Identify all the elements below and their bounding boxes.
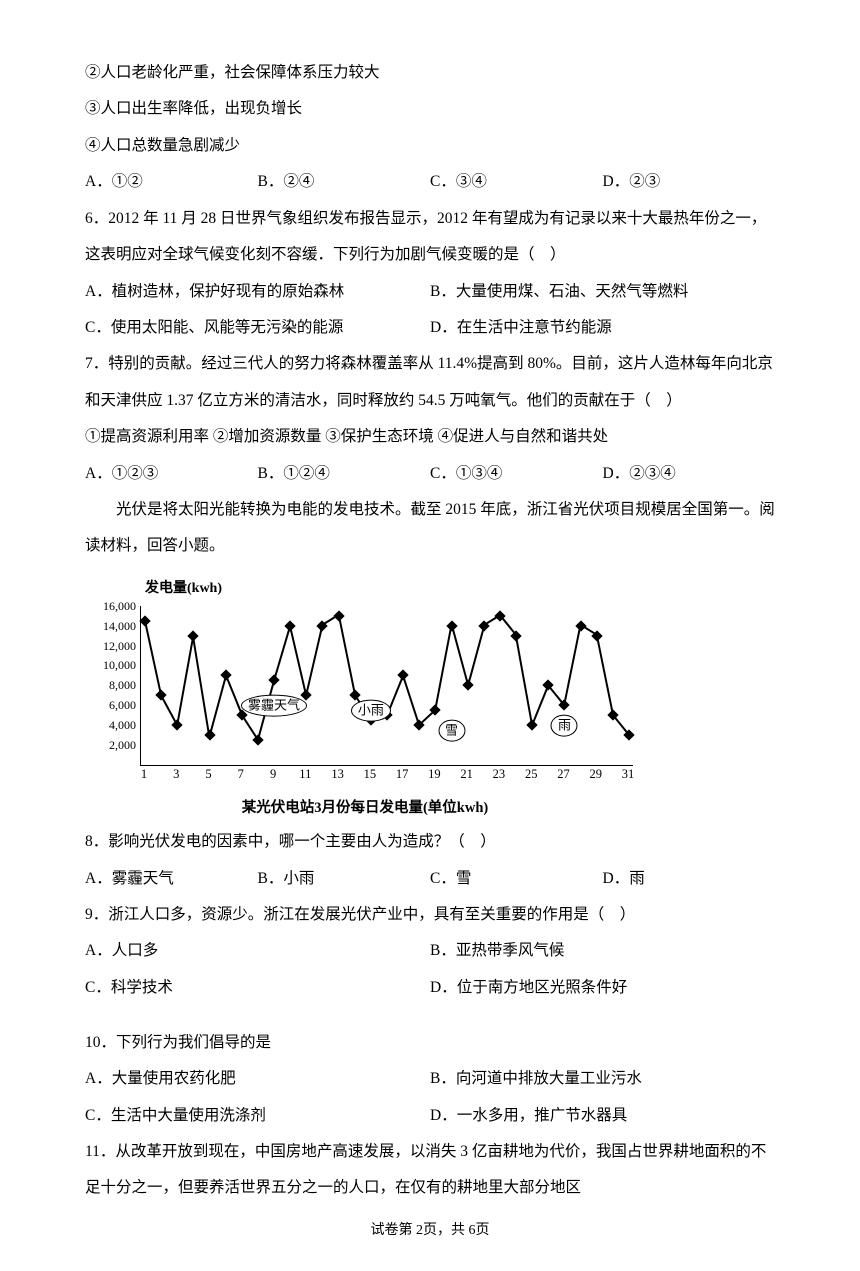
option-c[interactable]: C．③④ xyxy=(430,164,603,200)
passage-text: 光伏是将太阳光能转换为电能的发电技术。截至 2015 年底，浙江省光伏项目规模居… xyxy=(85,492,775,565)
chart-xtick: 23 xyxy=(493,768,506,781)
options-row: A．①②③ B．①②④ C．①③④ D．②③④ xyxy=(85,456,775,492)
option-a[interactable]: A．①② xyxy=(85,164,258,200)
chart-point xyxy=(527,719,538,730)
chart-annotation: 小雨 xyxy=(351,700,391,722)
chart-point xyxy=(462,680,473,691)
option-b[interactable]: B．小雨 xyxy=(258,861,431,897)
chart-point xyxy=(204,729,215,740)
option-d[interactable]: D．②③④ xyxy=(603,456,776,492)
q7-stem: 7．特别的贡献。经过三代人的努力将森林覆盖率从 11.4%提高到 80%。目前，… xyxy=(85,346,775,419)
chart-xtick: 15 xyxy=(364,768,377,781)
chart-xtick: 29 xyxy=(589,768,602,781)
chart-caption: 某光伏电站3月份每日发电量(单位kwh) xyxy=(85,798,645,818)
chart-point xyxy=(397,670,408,681)
chart-point xyxy=(139,615,150,626)
chart-ytick: 2,000 xyxy=(86,739,136,751)
q7-substem: ①提高资源利用率 ②增加资源数量 ③保护生态环境 ④促进人与自然和谐共处 xyxy=(85,419,775,455)
option-a[interactable]: A．植树造林，保护好现有的原始森林 xyxy=(85,274,430,310)
q11-stem: 11．从改革开放到现在，中国房地产高速发展，以消失 3 亿亩耕地为代价，我国占世… xyxy=(85,1134,775,1207)
chart-xtick: 7 xyxy=(238,768,244,781)
option-c[interactable]: C．①③④ xyxy=(430,456,603,492)
chart-ytick: 10,000 xyxy=(86,659,136,671)
chart-xtick: 9 xyxy=(270,768,276,781)
chart-xtick: 1 xyxy=(141,768,147,781)
chart-annotation: 雪 xyxy=(438,720,465,742)
chart-xtick: 5 xyxy=(205,768,211,781)
chart-ytick: 16,000 xyxy=(86,600,136,612)
q10-stem: 10．下列行为我们倡导的是 xyxy=(85,1025,775,1061)
chart-xtick: 3 xyxy=(173,768,179,781)
chart-point xyxy=(446,620,457,631)
chart-plot-area: 16,00014,00012,00010,0008,0006,0004,0002… xyxy=(140,606,633,766)
option-a[interactable]: A．①②③ xyxy=(85,456,258,492)
option-b[interactable]: B．亚热带季风气候 xyxy=(430,933,775,969)
chart-xtick: 31 xyxy=(622,768,635,781)
chart-point xyxy=(333,610,344,621)
options-row: C．使用太阳能、风能等无污染的能源 D．在生活中注意节约能源 xyxy=(85,310,775,346)
options-row: A．①② B．②④ C．③④ D．②③ xyxy=(85,164,775,200)
chart-xtick: 17 xyxy=(396,768,409,781)
stem-text: ③人口出生率降低，出现负增长 xyxy=(85,91,775,127)
q6-stem: 6．2012 年 11 月 28 日世界气象组织发布报告显示，2012 年有望成… xyxy=(85,201,775,274)
chart-xtick: 19 xyxy=(428,768,441,781)
option-a[interactable]: A．大量使用农药化肥 xyxy=(85,1061,430,1097)
chart-annotation: 雨 xyxy=(551,715,578,737)
option-c[interactable]: C．科学技术 xyxy=(85,970,430,1006)
option-a[interactable]: A．雾霾天气 xyxy=(85,861,258,897)
page-footer: 试卷第 2页，共 6页 xyxy=(85,1221,775,1241)
chart: 发电量(kwh) 16,00014,00012,00010,0008,0006,… xyxy=(85,573,645,818)
chart-xtick: 27 xyxy=(557,768,570,781)
chart-point xyxy=(155,690,166,701)
chart-xtick: 21 xyxy=(460,768,473,781)
chart-xtick: 25 xyxy=(525,768,538,781)
chart-ytick: 6,000 xyxy=(86,699,136,711)
spacer xyxy=(85,1006,775,1025)
option-d[interactable]: D．雨 xyxy=(603,861,776,897)
chart-point xyxy=(188,630,199,641)
options-row: C．科学技术 D．位于南方地区光照条件好 xyxy=(85,970,775,1006)
options-row: A．人口多 B．亚热带季风气候 xyxy=(85,933,775,969)
option-b[interactable]: B．大量使用煤、石油、天然气等燃料 xyxy=(430,274,775,310)
chart-point xyxy=(285,620,296,631)
chart-point xyxy=(172,719,183,730)
stem-text: ④人口总数量急剧减少 xyxy=(85,128,775,164)
chart-annotation: 雾霾天气 xyxy=(241,695,307,717)
options-row: C．生活中大量使用洗涤剂 D．一水多用，推广节水器具 xyxy=(85,1098,775,1134)
chart-point xyxy=(575,620,586,631)
q9-stem: 9．浙江人口多，资源少。浙江在发展光伏产业中，具有至关重要的作用是（ ） xyxy=(85,897,775,933)
option-c[interactable]: C．雪 xyxy=(430,861,603,897)
chart-xtick: 13 xyxy=(331,768,344,781)
options-row: A．雾霾天气 B．小雨 C．雪 D．雨 xyxy=(85,861,775,897)
option-d[interactable]: D．在生活中注意节约能源 xyxy=(430,310,775,346)
option-c[interactable]: C．生活中大量使用洗涤剂 xyxy=(85,1098,430,1134)
option-a[interactable]: A．人口多 xyxy=(85,933,430,969)
option-b[interactable]: B．②④ xyxy=(258,164,431,200)
chart-ytick: 8,000 xyxy=(86,679,136,691)
chart-point xyxy=(220,670,231,681)
chart-xtick: 11 xyxy=(299,768,311,781)
chart-ytick: 14,000 xyxy=(86,620,136,632)
option-c[interactable]: C．使用太阳能、风能等无污染的能源 xyxy=(85,310,430,346)
option-d[interactable]: D．一水多用，推广节水器具 xyxy=(430,1098,775,1134)
stem-text: ②人口老龄化严重，社会保障体系压力较大 xyxy=(85,55,775,91)
chart-point xyxy=(559,700,570,711)
option-b[interactable]: B．向河道中排放大量工业污水 xyxy=(430,1061,775,1097)
option-d[interactable]: D．②③ xyxy=(603,164,776,200)
options-row: A．大量使用农药化肥 B．向河道中排放大量工业污水 xyxy=(85,1061,775,1097)
q8-stem: 8．影响光伏发电的因素中，哪一个主要由人为造成？（ ） xyxy=(85,824,775,860)
option-d[interactable]: D．位于南方地区光照条件好 xyxy=(430,970,775,1006)
chart-y-label: 发电量(kwh) xyxy=(85,573,645,606)
option-b[interactable]: B．①②④ xyxy=(258,456,431,492)
options-row: A．植树造林，保护好现有的原始森林 B．大量使用煤、石油、天然气等燃料 xyxy=(85,274,775,310)
chart-ytick: 12,000 xyxy=(86,640,136,652)
chart-x-ticks: 135791113151719212325272931 xyxy=(140,766,645,792)
chart-point xyxy=(268,675,279,686)
chart-ytick: 4,000 xyxy=(86,719,136,731)
